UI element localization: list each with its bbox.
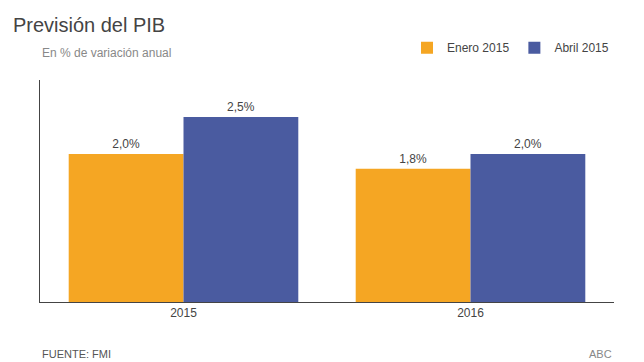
svg-text:FUENTE: FMI: FUENTE: FMI bbox=[42, 348, 111, 360]
svg-text:ABC: ABC bbox=[589, 348, 612, 360]
svg-text:Abril 2015: Abril 2015 bbox=[554, 41, 608, 55]
svg-text:Previsión del PIB: Previsión del PIB bbox=[13, 14, 165, 36]
svg-text:1,8%: 1,8% bbox=[399, 152, 427, 166]
svg-text:Enero 2015: Enero 2015 bbox=[447, 41, 509, 55]
svg-text:2,5%: 2,5% bbox=[227, 100, 255, 114]
svg-text:2,0%: 2,0% bbox=[112, 137, 140, 151]
svg-text:2016: 2016 bbox=[457, 306, 484, 320]
svg-text:2015: 2015 bbox=[170, 306, 197, 320]
svg-text:En % de variación anual: En % de variación anual bbox=[42, 46, 171, 60]
svg-text:2,0%: 2,0% bbox=[514, 137, 542, 151]
